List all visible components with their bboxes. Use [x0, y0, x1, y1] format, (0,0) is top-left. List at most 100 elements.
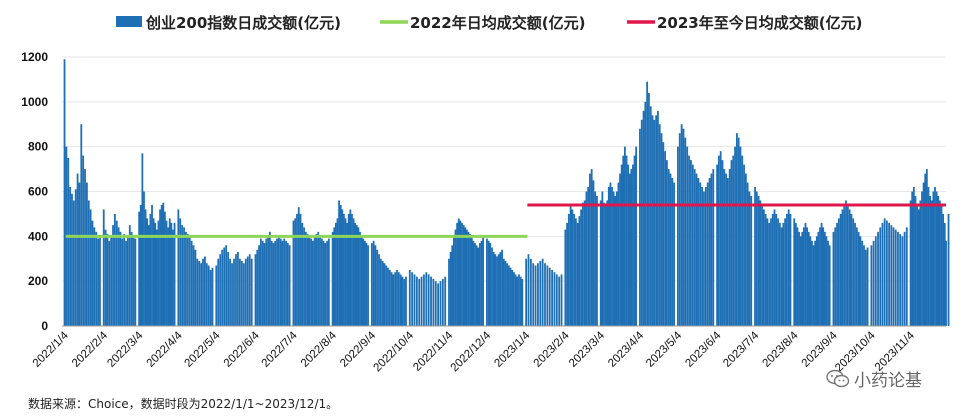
bar — [743, 164, 745, 326]
bar — [115, 220, 118, 326]
bar — [571, 209, 574, 326]
bar — [441, 278, 444, 326]
bar — [363, 240, 366, 326]
x-tick-label: 2022/8/4 — [299, 329, 340, 370]
bar — [365, 243, 368, 326]
bar — [125, 240, 127, 326]
bar — [619, 173, 621, 326]
bar — [642, 110, 645, 326]
y-axis: 0 200 400 600 800 1000 1200 — [21, 50, 48, 333]
x-tick-label: 2022/10/4 — [371, 329, 416, 374]
bar — [219, 254, 222, 326]
bar — [181, 225, 184, 326]
bar — [809, 236, 812, 326]
bar — [527, 254, 530, 326]
bar — [755, 191, 758, 326]
bar — [102, 209, 105, 326]
bar — [787, 209, 790, 326]
bar — [567, 213, 570, 326]
bar — [573, 213, 576, 326]
bar — [870, 245, 873, 326]
bar — [748, 191, 751, 326]
bar — [822, 227, 825, 326]
bar — [596, 195, 598, 326]
legend-swatch — [116, 16, 142, 27]
bar — [819, 227, 821, 326]
y-tick-label: 1000 — [21, 95, 48, 109]
bar — [845, 200, 847, 326]
bar — [299, 213, 302, 326]
bar — [192, 245, 195, 326]
bar — [614, 195, 617, 326]
bar — [434, 281, 437, 326]
bar — [276, 238, 278, 326]
bar — [242, 263, 245, 326]
source-note: 数据来源：Choice，数据时段为2022/1/1~2023/12/1。 — [28, 397, 339, 411]
bar — [892, 227, 895, 326]
x-tick-label: 2022/4/4 — [145, 329, 186, 370]
bar — [225, 245, 228, 326]
bar — [312, 240, 314, 326]
bar — [173, 222, 176, 326]
bar — [590, 169, 593, 326]
bar — [283, 238, 286, 326]
bar — [151, 204, 153, 326]
bar — [165, 220, 168, 326]
bar — [828, 245, 831, 326]
bar — [172, 229, 174, 326]
x-tick-label: 2023/8/4 — [760, 329, 801, 370]
x-tick-label: 2023/6/4 — [683, 329, 724, 370]
bar — [367, 245, 369, 326]
bar — [766, 218, 769, 326]
bar — [825, 236, 828, 326]
bar — [863, 245, 865, 326]
x-tick-label: 2022/6/4 — [222, 329, 263, 370]
y-tick-label: 1200 — [21, 50, 48, 64]
bar — [628, 173, 631, 326]
bar — [256, 249, 259, 326]
bar — [461, 222, 463, 326]
bar — [233, 258, 235, 326]
bar — [352, 218, 355, 326]
bar — [196, 258, 199, 326]
bar — [903, 231, 906, 326]
bar — [141, 153, 144, 326]
bar — [317, 231, 320, 326]
bar — [730, 160, 733, 326]
x-tick-label: 2023/1/4 — [492, 329, 533, 370]
bar — [281, 240, 284, 326]
bar — [649, 106, 652, 326]
bar — [848, 209, 851, 326]
bar — [403, 278, 406, 326]
bar — [425, 272, 428, 326]
bar — [411, 272, 414, 326]
bar — [601, 191, 604, 326]
bar — [331, 231, 334, 326]
bar — [464, 227, 467, 326]
bar — [454, 229, 457, 326]
x-tick-label: 2023/4/4 — [606, 329, 647, 370]
bar — [746, 182, 749, 326]
bar — [761, 204, 764, 326]
bar — [160, 204, 163, 326]
bar — [277, 236, 280, 326]
bar — [246, 256, 249, 326]
bar — [362, 238, 365, 326]
bar — [238, 258, 241, 326]
bar — [130, 231, 133, 326]
bar — [945, 240, 947, 326]
bar — [387, 267, 389, 326]
bar — [658, 124, 661, 326]
bar — [303, 227, 305, 326]
bar — [486, 238, 488, 326]
bar — [338, 200, 340, 326]
y-tick-label: 800 — [28, 140, 48, 154]
bar — [231, 263, 233, 326]
bar-series — [63, 59, 950, 327]
bar — [162, 202, 165, 326]
y-tick-label: 600 — [28, 185, 48, 199]
bar — [76, 173, 79, 326]
bar — [807, 231, 810, 326]
bar — [534, 265, 537, 326]
bar — [119, 231, 122, 326]
